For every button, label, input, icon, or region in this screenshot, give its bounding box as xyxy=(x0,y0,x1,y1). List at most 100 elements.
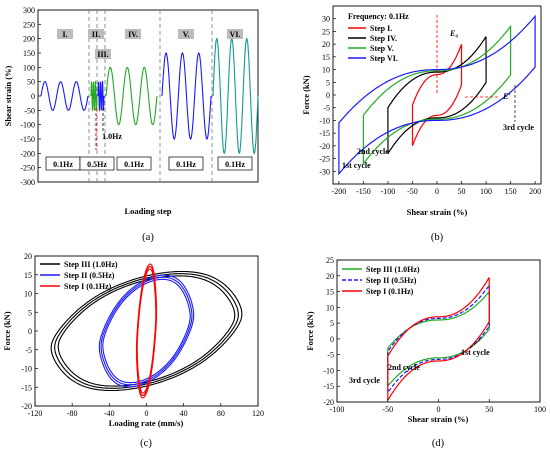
panel-a-ytick-label: -300 xyxy=(20,178,35,187)
panel-d-ytick-label: -10 xyxy=(323,366,334,375)
panel-a-xlabel: Loading step xyxy=(125,206,172,216)
panel-c-xtick-label: -120 xyxy=(28,409,43,418)
panel-a-ytick-label: 150 xyxy=(23,49,35,58)
panel-d-ytick-label: 25 xyxy=(326,256,334,265)
panel-b-legend-label: Step I. xyxy=(370,24,392,33)
panel-d-1st-pointer xyxy=(469,337,483,349)
panel-b-xtick-label: -150 xyxy=(356,187,371,196)
panel-b-loop-2 xyxy=(387,36,487,154)
panel-a-ytick-label: -150 xyxy=(20,135,35,144)
panel-d-ytick-label: 15 xyxy=(326,288,334,297)
panel-a-series-VI xyxy=(212,37,259,155)
panel-a-frequency-label: 0.1Hz xyxy=(176,160,196,169)
panel-b-ylabel: Force (kN) xyxy=(301,75,311,114)
panel-d-ytick-label: -15 xyxy=(323,382,334,391)
panel-b-ytick-label: -20 xyxy=(319,142,330,151)
panel-a-ytick-label: -200 xyxy=(20,149,35,158)
panel-d-ytick-label: 10 xyxy=(326,303,334,312)
panel-c-ytick-label: -10 xyxy=(21,365,32,374)
panel-b-legend-title: Frequency: 0.1Hz xyxy=(348,12,409,21)
panel-d-loop-2 xyxy=(387,285,490,393)
panel-c-ytick-label: 10 xyxy=(24,290,32,299)
panel-c-ytick-label: -20 xyxy=(21,402,32,411)
panel-d-xtick-label: -50 xyxy=(382,405,393,414)
panel-a-ytick-label: 250 xyxy=(23,20,35,29)
panel-c-loop-2 xyxy=(100,276,193,386)
panel-a-step-box xyxy=(95,49,111,59)
panel-b: Frequency: 0.1Hz Step I.Step IV.Step V.St… xyxy=(301,5,542,243)
panel-b-loop-1 xyxy=(411,44,463,146)
panel-a-step-box xyxy=(57,29,73,39)
panel-c-loop-1 xyxy=(54,273,239,389)
panel-b-ytick-label: 20 xyxy=(322,40,330,49)
panel-c-ytick-label: 15 xyxy=(24,271,32,280)
panel-b-ytick-label: -5 xyxy=(323,104,330,113)
panel-a-step-label: II. xyxy=(92,30,100,39)
panel-c-loop-1 xyxy=(50,270,243,392)
panel-b-legend-label: Step V. xyxy=(370,44,394,53)
panel-d-loop-1 xyxy=(387,290,490,387)
panel-a-step-box xyxy=(125,29,141,39)
panel-b-ytick-label: 15 xyxy=(322,53,330,62)
panel-b-xtick-label: 200 xyxy=(529,187,541,196)
panel-c-loop-1 xyxy=(57,275,236,387)
panel-a-step-box xyxy=(227,29,243,39)
panel-a-series-III xyxy=(97,80,105,112)
panel-b-ytick-label: -25 xyxy=(319,155,330,164)
panel-c-xtick-label: 120 xyxy=(252,409,264,418)
panel-c: Step III (1.0Hz) Step II (0.5Hz) Step I (0… xyxy=(2,252,264,449)
panel-c-legend-label: Step II (0.5Hz) xyxy=(64,271,115,280)
panel-d-annotation-2nd: 2nd cycle xyxy=(388,363,420,372)
panel-b-ytick-label: 5 xyxy=(326,78,330,87)
panel-b-ytick-label: -10 xyxy=(319,116,330,125)
panel-a-frequency-box xyxy=(116,156,152,171)
panel-d-xlabel: Shear strain (%) xyxy=(408,414,469,424)
panel-a-step-label: I. xyxy=(62,30,67,39)
panel-d-legend-label: Step III (1.0Hz) xyxy=(366,265,420,274)
caption-d: (d) xyxy=(432,438,445,449)
panel-b-ytick-label: -30 xyxy=(319,167,330,176)
panel-d-legend-label: Step II (0.5Hz) xyxy=(366,276,417,285)
panel-c-legend-label: Step I (0.1Hz) xyxy=(64,282,112,291)
panel-c-xtick-label: -40 xyxy=(104,409,115,418)
panel-a-step-label: V. xyxy=(183,30,190,39)
panel-c-xtick-label: 0 xyxy=(145,409,149,418)
panel-b-xtick-label: 150 xyxy=(505,187,517,196)
panel-b-xtick-label: 100 xyxy=(480,187,492,196)
panel-a-ytick-label: 0 xyxy=(31,92,35,101)
panel-d-ytick-label: 0 xyxy=(330,335,334,344)
caption-b: (b) xyxy=(431,232,444,243)
caption-a: (a) xyxy=(142,232,154,243)
panel-c-loop-2 xyxy=(102,278,191,384)
panel-a: I. II. III. IV. V. VI. 0.1Hz 0.5Hz 0.1Hz 0.1Hz 0.1… xyxy=(3,6,259,243)
panel-b-ytick-label: 25 xyxy=(322,27,330,36)
panel-d: Step III (1.0Hz) Step II (0.5Hz) Step I (0… xyxy=(305,256,546,449)
panel-c-ytick-label: 5 xyxy=(28,308,32,317)
panel-a-series-IV xyxy=(105,66,158,126)
panel-d-xtick-label: 0 xyxy=(437,405,441,414)
panel-b-xlabel: Shear strain (%) xyxy=(407,207,468,217)
panel-c-ytick-label: 0 xyxy=(28,327,32,336)
panel-a-frequency-box xyxy=(168,156,204,171)
panel-b-xtick-label: 0 xyxy=(435,187,439,196)
panel-a-step-label: III. xyxy=(97,50,108,59)
panel-a-frequency-label: 0.1Hz xyxy=(225,160,245,169)
panel-a-series-II xyxy=(90,80,98,112)
panel-a-series-I xyxy=(40,81,89,111)
panel-a-frequency-label: 0.1Hz xyxy=(124,160,144,169)
panel-c-ytick-label: -5 xyxy=(25,346,32,355)
panel-b-annotation-e0: E₀ xyxy=(449,29,458,38)
panel-d-xtick-label: 50 xyxy=(485,405,493,414)
panel-a-series-V xyxy=(161,52,212,140)
panel-b-annotation-1st: 1st cycle xyxy=(342,161,371,170)
panel-b-ytick-label: 30 xyxy=(322,15,330,24)
panel-b-xtick-label: -50 xyxy=(407,187,418,196)
panel-b-xtick-label: -200 xyxy=(332,187,347,196)
panel-b-ytick-label: 0 xyxy=(326,91,330,100)
panel-a-ytick-label: -250 xyxy=(20,164,35,173)
caption-c: (c) xyxy=(140,438,152,449)
panel-b-annotation-2nd: 2nd cycle xyxy=(357,147,389,156)
panel-a-step-label: VI. xyxy=(230,30,241,39)
panel-a-frequency-box xyxy=(79,156,115,171)
